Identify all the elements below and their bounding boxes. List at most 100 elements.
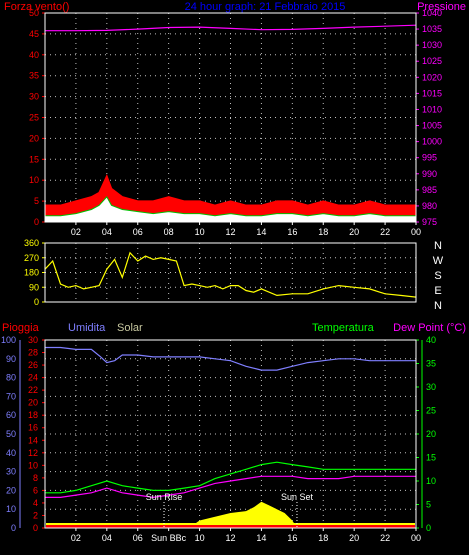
pressure-axis-tick-label: 1020 [422, 72, 442, 82]
direction-axis-tick-label: 90 [29, 282, 39, 292]
temperature-line [45, 461, 416, 494]
humidity-axis-tick-label: 6 [33, 485, 38, 495]
temp-axis-tick-label: 25 [426, 406, 436, 416]
wind-axis-tick-label: 35 [29, 71, 39, 81]
temp-axis-tick-label: 15 [426, 453, 436, 463]
temperature-humidity-series [45, 346, 416, 528]
wind-axis-tick-label: 0 [34, 217, 39, 227]
wind-axis-label: Forza vento() [4, 1, 69, 13]
pressure-axis-tick-label: 1035 [422, 24, 442, 34]
wind-direction-line [44, 251, 417, 298]
direction-axis-tick-label: 360 [24, 238, 39, 248]
p3-x-tick-label: 04 [102, 533, 112, 543]
direction-axis-tick-label: 180 [24, 268, 39, 278]
humidity-axis-tick-label: 4 [33, 498, 38, 508]
wind-pressure-chart: 24 hour graph: 21 Febbraio 2015 Forza ve… [4, 1, 466, 237]
rain-axis-tick-label: 40 [6, 448, 16, 458]
direction-axis-tick-label: 270 [24, 253, 39, 263]
rain-axis-tick-label: 0 [11, 523, 16, 533]
wind-pressure-series [45, 24, 417, 222]
humidity-line [45, 346, 416, 371]
p1-x-tick-label: 08 [164, 227, 174, 237]
compass-label: N [434, 300, 442, 312]
p1-x-tick-label: 12 [225, 227, 235, 237]
wind-direction-frame [44, 242, 417, 303]
p3-x-tick-label: 18 [318, 533, 328, 543]
wind-pressure-frame [44, 12, 417, 223]
legend-humidity: Umidita [68, 322, 106, 334]
p1-x-tick-label: 14 [256, 227, 266, 237]
dew-point-line [45, 475, 416, 499]
pressure-axis-tick-label: 1000 [422, 137, 442, 147]
compass-label: S [434, 270, 441, 282]
wind-direction-grid [45, 243, 416, 302]
wind-axis-tick-label: 50 [29, 8, 39, 18]
rain-axis-tick-label: 70 [6, 391, 16, 401]
p1-x-tick-label: 10 [195, 227, 205, 237]
p1-x-tick-label: 00 [411, 227, 421, 237]
p1-x-tick-label: 04 [102, 227, 112, 237]
wind-axis-tick-label: 10 [29, 175, 39, 185]
temperature-humidity-grid [45, 340, 416, 528]
p1-x-tick-label: 16 [287, 227, 297, 237]
rain-axis-tick-label: 10 [6, 504, 16, 514]
p3-x-tick-label: Sun BBc [151, 533, 187, 543]
pressure-axis-tick-label: 985 [422, 185, 437, 195]
p3-x-tick-label: 20 [349, 533, 359, 543]
rain-bar [46, 525, 415, 528]
humidity-axis-tick-label: 28 [28, 348, 38, 358]
rain-axis-tick-label: 90 [6, 354, 16, 364]
wind-axis-tick-label: 20 [29, 133, 39, 143]
rain-axis-tick-label: 60 [6, 410, 16, 420]
pressure-axis-tick-label: 1015 [422, 88, 442, 98]
humidity-axis-tick-label: 24 [28, 373, 38, 383]
pressure-axis-tick-label: 1040 [422, 8, 442, 18]
pressure-line [45, 24, 417, 32]
wind-direction-series [44, 251, 417, 298]
rain-axis-tick-label: 20 [6, 485, 16, 495]
pressure-axis-tick-label: 980 [422, 201, 437, 211]
pressure-axis-label: Pressione [417, 1, 466, 13]
humidity-axis-tick-label: 2 [33, 510, 38, 520]
humidity-axis-tick-label: 14 [28, 435, 38, 445]
sunrise-label: Sun Rise [146, 492, 183, 502]
pressure-axis-tick-label: 995 [422, 153, 437, 163]
rain-axis-tick-label: 50 [6, 429, 16, 439]
p3-x-tick-label: 02 [71, 533, 81, 543]
wind-axis-tick-label: 15 [29, 154, 39, 164]
wind-average-line [45, 196, 416, 217]
direction-axis-tick-label: 0 [34, 297, 39, 307]
compass-label: N [434, 240, 442, 252]
wind-gust-area [45, 176, 416, 222]
p1-x-tick-label: 06 [133, 227, 143, 237]
humidity-axis-tick-label: 22 [28, 385, 38, 395]
temp-axis-tick-label: 0 [426, 523, 431, 533]
humidity-axis-tick-label: 26 [28, 360, 38, 370]
wind-axis-tick-label: 30 [29, 92, 39, 102]
p3-x-tick-label: 12 [225, 533, 235, 543]
solar-area [188, 501, 297, 528]
rain-axis-tick-label: 30 [6, 467, 16, 477]
temperature-humidity-frame [44, 339, 417, 529]
wind-axis-tick-label: 25 [29, 113, 39, 123]
temp-axis-tick-label: 30 [426, 382, 436, 392]
pressure-axis-tick-label: 1025 [422, 56, 442, 66]
humidity-axis-tick-label: 18 [28, 410, 38, 420]
humidity-axis-tick-label: 12 [28, 448, 38, 458]
wind-pressure-axes: 02 04 06 08 10 12 14 16 18 20 22 000510152025303540… [29, 8, 442, 237]
p3-x-tick-label: 14 [256, 533, 266, 543]
temp-axis-tick-label: 20 [426, 429, 436, 439]
pressure-axis-tick-label: 975 [422, 217, 437, 227]
p1-x-tick-label: 22 [380, 227, 390, 237]
humidity-axis-tick-label: 8 [33, 473, 38, 483]
legend-dew-point: Dew Point (°C) [393, 322, 466, 334]
p1-x-tick-label: 20 [349, 227, 359, 237]
p3-x-tick-label: 10 [195, 533, 205, 543]
legend-solar: Solar [117, 322, 143, 334]
humidity-axis-tick-label: 30 [28, 335, 38, 345]
wind-axis-tick-label: 40 [29, 50, 39, 60]
